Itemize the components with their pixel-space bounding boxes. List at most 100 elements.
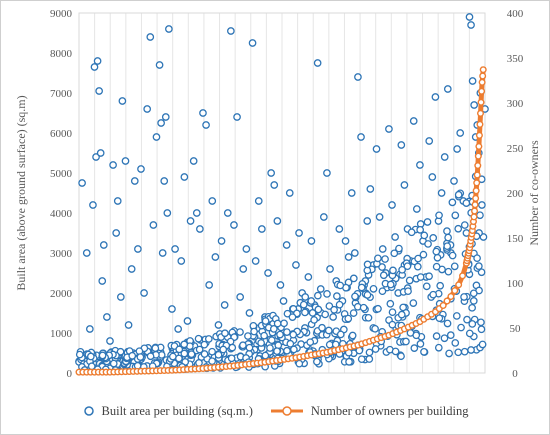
built-area-point bbox=[473, 254, 481, 263]
built-area-point bbox=[128, 351, 137, 360]
built-area-point bbox=[146, 352, 155, 361]
built-area-point bbox=[443, 242, 452, 251]
built-area-point bbox=[199, 109, 207, 117]
built-area-point bbox=[239, 341, 247, 350]
built-area-point bbox=[460, 293, 468, 301]
built-area-point bbox=[160, 177, 169, 185]
owners-point bbox=[447, 293, 455, 301]
owners-point bbox=[459, 272, 467, 280]
left-tick-label: 7000 bbox=[50, 88, 73, 100]
owners-point bbox=[472, 194, 480, 202]
built-area-point bbox=[359, 303, 368, 312]
built-area-point bbox=[410, 344, 419, 352]
built-area-point bbox=[323, 169, 331, 177]
built-area-point bbox=[348, 331, 357, 340]
right-axis-title: Number of co-owners bbox=[527, 140, 541, 246]
built-area-point bbox=[326, 265, 334, 273]
built-area-point bbox=[404, 287, 412, 296]
built-area-point bbox=[194, 334, 203, 343]
built-area-point bbox=[313, 357, 321, 366]
owners-point bbox=[475, 131, 483, 139]
built-area-point bbox=[371, 324, 379, 333]
built-area-point bbox=[336, 330, 345, 339]
built-area-point bbox=[290, 345, 298, 354]
built-area-point bbox=[405, 276, 414, 285]
built-area-point bbox=[448, 251, 457, 260]
built-area-point bbox=[450, 177, 458, 185]
built-area-point bbox=[180, 349, 189, 358]
built-area-point bbox=[386, 280, 395, 289]
right-tick-label: 200 bbox=[507, 188, 524, 200]
built-area-point bbox=[269, 325, 278, 333]
built-area-point bbox=[468, 320, 477, 328]
built-area-point bbox=[432, 332, 441, 340]
built-area-point bbox=[434, 343, 443, 352]
built-area-point bbox=[428, 173, 437, 181]
built-area-point bbox=[204, 335, 213, 343]
built-area-point bbox=[134, 245, 142, 253]
owners-point bbox=[439, 302, 447, 310]
built-area-point bbox=[420, 231, 429, 240]
built-area-point bbox=[223, 209, 232, 217]
owners-point bbox=[479, 72, 487, 80]
built-area-point bbox=[98, 351, 107, 360]
built-area-point bbox=[341, 237, 350, 245]
built-area-point bbox=[183, 317, 192, 325]
left-tick-label: 8000 bbox=[50, 48, 73, 60]
built-area-point bbox=[208, 357, 216, 366]
line-circle-marker-icon bbox=[270, 406, 303, 416]
built-area-point bbox=[186, 217, 195, 225]
built-area-point bbox=[161, 113, 170, 121]
built-area-point bbox=[155, 61, 164, 69]
built-area-point bbox=[254, 197, 263, 205]
built-area-point bbox=[467, 346, 475, 354]
built-area-point bbox=[436, 281, 445, 290]
built-area-point bbox=[289, 330, 298, 339]
left-tick-label: 6000 bbox=[50, 128, 73, 140]
built-area-point bbox=[366, 185, 375, 193]
built-area-point bbox=[270, 181, 279, 189]
built-area-point bbox=[267, 169, 276, 177]
owners-point bbox=[451, 287, 459, 295]
built-area-point bbox=[454, 348, 463, 357]
owners-point bbox=[477, 98, 485, 106]
built-area-point bbox=[307, 297, 316, 305]
built-area-point bbox=[82, 249, 91, 257]
built-area-point bbox=[423, 218, 432, 226]
built-area-point bbox=[276, 281, 285, 289]
built-area-point bbox=[424, 240, 432, 248]
owners-point bbox=[478, 87, 486, 95]
built-area-point bbox=[437, 189, 446, 197]
built-area-point bbox=[414, 254, 422, 263]
owners-line-series bbox=[75, 66, 487, 376]
built-area-point bbox=[478, 201, 486, 209]
built-area-point bbox=[314, 305, 323, 314]
built-area-point bbox=[140, 289, 148, 297]
built-area-point bbox=[419, 250, 428, 259]
built-area-point bbox=[89, 201, 97, 209]
built-area-point bbox=[397, 310, 406, 319]
built-area-point bbox=[416, 340, 425, 348]
built-area-point bbox=[395, 244, 403, 253]
plot-frame bbox=[78, 12, 486, 374]
built-area-point bbox=[357, 283, 366, 292]
owners-point bbox=[473, 171, 481, 179]
built-area-point bbox=[446, 331, 455, 339]
built-area-point bbox=[374, 304, 382, 313]
built-area-point bbox=[219, 345, 228, 354]
built-area-point bbox=[313, 59, 322, 67]
built-area-point bbox=[214, 321, 223, 329]
built-area-point bbox=[412, 205, 421, 213]
built-area-point bbox=[202, 121, 210, 129]
built-area-point bbox=[273, 217, 282, 225]
built-area-point bbox=[390, 249, 399, 258]
built-area-point bbox=[245, 309, 254, 317]
built-area-point bbox=[476, 211, 484, 220]
built-area-point bbox=[239, 265, 248, 273]
built-area-point bbox=[295, 229, 303, 237]
built-area-point bbox=[453, 145, 461, 153]
built-area-point bbox=[187, 350, 196, 359]
built-area-point bbox=[92, 153, 100, 161]
built-area-point bbox=[333, 292, 341, 301]
